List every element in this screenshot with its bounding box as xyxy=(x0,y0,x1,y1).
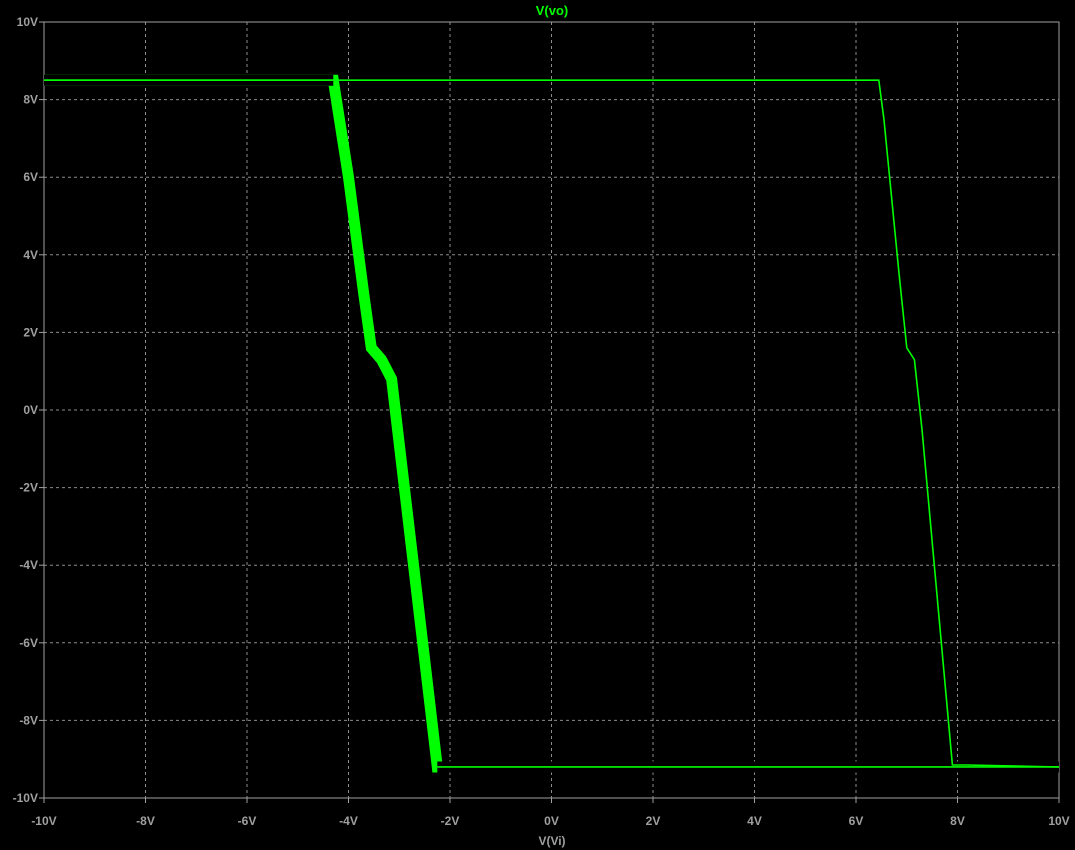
y-tick-label: 4V xyxy=(23,248,38,262)
y-tick-labels: 10V 8V 6V 4V 2V 0V -2V -4V -6V -8V -10V xyxy=(13,15,38,805)
y-tick-label: -10V xyxy=(13,791,38,805)
x-tick-label: 6V xyxy=(849,814,864,828)
x-axis-label: V(Vi) xyxy=(538,834,565,848)
traces xyxy=(44,74,1060,773)
x-tick-label: -8V xyxy=(136,814,155,828)
grid-lines xyxy=(44,22,1059,798)
chart-title: V(vo) xyxy=(536,3,569,18)
y-tick-label: -8V xyxy=(19,713,38,727)
x-tick-label: -4V xyxy=(339,814,358,828)
y-tick-label: -6V xyxy=(19,636,38,650)
axes xyxy=(39,21,1060,803)
x-tick-label: -2V xyxy=(441,814,460,828)
y-tick-label: 0V xyxy=(23,403,38,417)
x-tick-label: 8V xyxy=(950,814,965,828)
x-tick-label: 10V xyxy=(1048,814,1069,828)
y-tick-label: -4V xyxy=(19,558,38,572)
y-tick-label: 8V xyxy=(23,93,38,107)
x-tick-label: 4V xyxy=(747,814,762,828)
x-tick-labels: -10V -8V -6V -4V -2V 0V 2V 4V 6V 8V 10V xyxy=(31,814,1069,828)
y-tick-label: 2V xyxy=(23,325,38,339)
x-tick-label: -10V xyxy=(31,814,56,828)
y-tick-label: 6V xyxy=(23,170,38,184)
y-tick-label: -2V xyxy=(19,481,38,495)
x-tick-label: 2V xyxy=(646,814,661,828)
trace-series-2 xyxy=(44,79,1060,768)
x-tick-label: -6V xyxy=(238,814,257,828)
x-tick-label: 0V xyxy=(544,814,559,828)
y-tick-label: 10V xyxy=(17,15,38,29)
